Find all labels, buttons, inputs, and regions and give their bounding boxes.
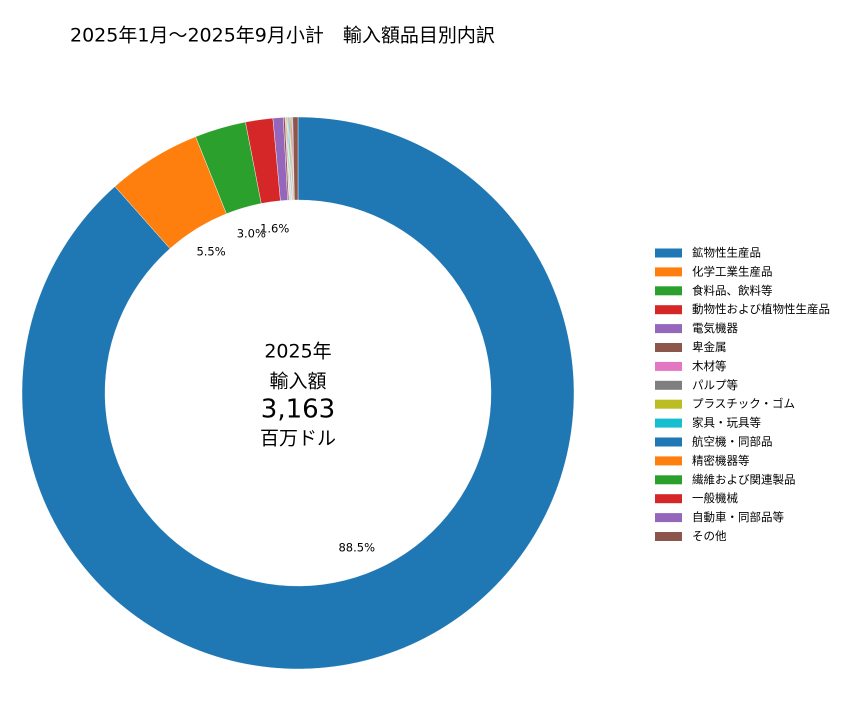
legend-swatch [655, 380, 682, 390]
donut-slice [21, 116, 575, 670]
legend-swatch [655, 418, 682, 428]
legend-swatch [655, 324, 682, 334]
legend-swatch [655, 248, 682, 258]
legend-swatch [655, 437, 682, 447]
legend-label: プラスチック・ゴム [692, 397, 795, 411]
legend-swatch [655, 286, 682, 296]
legend-swatch [655, 267, 682, 277]
donut-slice [292, 116, 299, 201]
legend-swatch [655, 305, 682, 315]
value-label: 88.5% [338, 540, 375, 554]
value-label: 5.5% [196, 245, 225, 259]
legend-swatch [655, 532, 682, 541]
legend-label: 繊維および関連製品 [692, 472, 796, 486]
center-unit: 百万ドル [260, 428, 336, 450]
legend-swatch [655, 343, 682, 352]
legend-label: 動物性および植物性生産品 [692, 302, 830, 316]
legend-label: 化学工業生産品 [692, 264, 773, 278]
value-label: 3.0% [237, 227, 266, 241]
legend-swatch [655, 494, 682, 504]
legend-label: 電気機器 [692, 321, 738, 335]
legend-label: 精密機器等 [692, 453, 750, 467]
legend-label: 一般機械 [692, 491, 738, 505]
legend-swatch [655, 456, 682, 466]
legend-swatch [655, 475, 682, 485]
center-total: 3,163 [261, 395, 335, 425]
legend-swatch [655, 399, 682, 409]
legend-label: 自動車・同部品等 [692, 510, 784, 524]
legend-label: パルプ等 [692, 378, 738, 392]
center-label: 輸入額 [269, 371, 326, 393]
legend-label: 家具・玩具等 [692, 416, 761, 430]
legend-swatch [655, 361, 682, 371]
legend-label: 食料品、飲料等 [692, 283, 773, 297]
center-year: 2025年 [264, 341, 331, 363]
value-label: 1.6% [260, 222, 289, 236]
legend-label: その他 [692, 529, 727, 543]
legend-label: 鉱物性生産品 [692, 246, 761, 260]
legend-label: 木材等 [692, 359, 727, 373]
chart-title: 2025年1月～2025年9月小計 輸入額品目別内訳 [70, 25, 495, 47]
legend-label: 卑金属 [692, 340, 727, 354]
legend-label: 航空機・同部品 [692, 435, 773, 449]
legend-swatch [655, 513, 682, 523]
